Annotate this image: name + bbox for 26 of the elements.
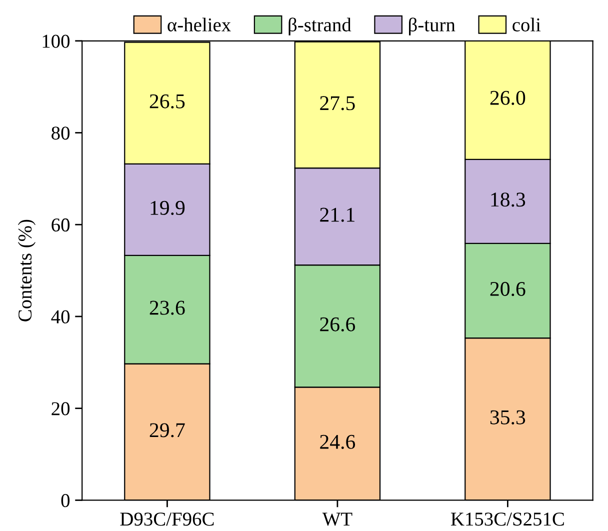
legend-label: β-turn [409, 18, 456, 36]
data-label: 24.6 [320, 434, 356, 450]
y-tick-label: 60 [52, 218, 70, 232]
data-label: 20.6 [490, 282, 526, 296]
legend-label: α-heliex [168, 18, 231, 32]
data-label: 21.1 [320, 208, 354, 222]
y-tick-label: 100 [42, 34, 70, 48]
y-tick-label: 80 [52, 126, 70, 140]
data-label: 26.5 [150, 94, 185, 108]
data-label: 26.6 [320, 317, 356, 332]
y-tick-label: 20 [52, 402, 70, 416]
x-tick-label: D93C/F96C [120, 512, 214, 526]
legend-label: β-strand [288, 18, 352, 36]
y-tick-label: 0 [61, 494, 70, 508]
data-label: 27.5 [320, 96, 355, 110]
data-label: 18.3 [491, 192, 526, 207]
data-label: 35.3 [490, 410, 526, 424]
y-axis-title: Contents (%) [18, 220, 36, 322]
data-label: 23.6 [150, 300, 185, 315]
legend-label: coli [512, 18, 541, 32]
x-tick-label: K153C/S251C [450, 512, 564, 526]
x-tick-label: WT [322, 512, 352, 526]
data-label: 29.7 [150, 423, 185, 438]
data-label: 19.9 [150, 200, 185, 215]
data-label: 26.0 [490, 90, 526, 105]
y-tick-label: 40 [51, 310, 70, 324]
